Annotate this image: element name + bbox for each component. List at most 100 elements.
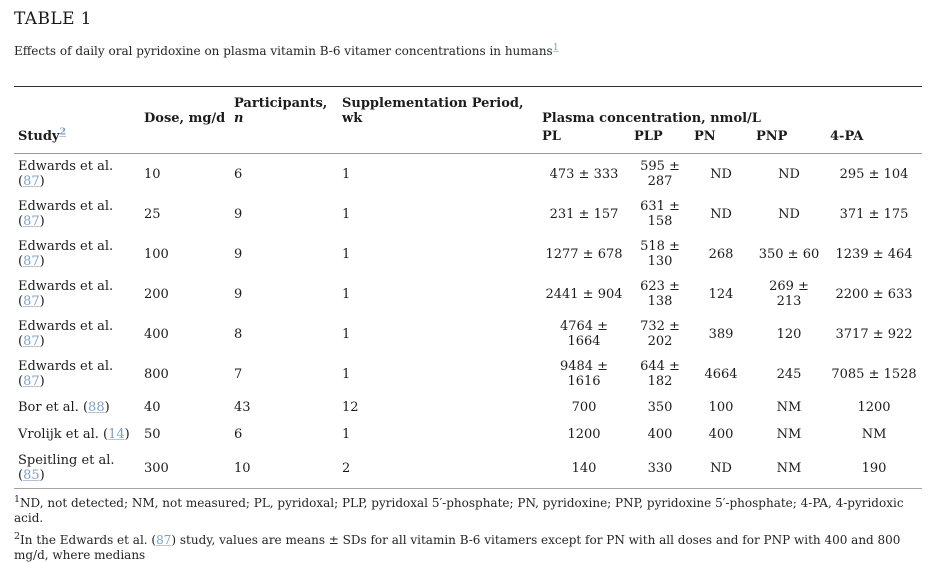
participants-cell: 6 <box>234 166 243 182</box>
pn-cell: 389 <box>708 326 734 342</box>
study-name: Edwards et al. <box>18 159 114 174</box>
study-cell: Bor et al. (88) <box>14 394 140 421</box>
study-cell: Edwards et al. (87) <box>14 154 140 195</box>
header-row-groups: Dose, mg/d Participants, n Supplementati… <box>14 87 922 128</box>
ref-open-paren: ( <box>78 400 89 415</box>
ref-close-paren: ) <box>39 174 45 189</box>
plp-cell: 350 <box>647 400 673 415</box>
reference-link[interactable]: 14 <box>108 427 125 442</box>
participants-cell: 8 <box>234 326 243 342</box>
study-footnote-link[interactable]: 2 <box>59 126 67 138</box>
plp-cell: 623 ± 138 <box>640 279 680 309</box>
pl-cell: 1277 ± 678 <box>545 246 623 262</box>
table-row: Edwards et al. (87) 100 9 1 1277 ± 678 5… <box>14 234 922 274</box>
reference-link[interactable]: 87 <box>23 294 40 309</box>
period-cell: 12 <box>342 400 359 415</box>
study-cell: Edwards et al. (87) <box>14 314 140 354</box>
plp-cell: 330 <box>647 460 673 476</box>
plp-cell: 732 ± 202 <box>640 319 680 349</box>
header-pnp: PNP <box>756 129 788 144</box>
footnote-2-reference-link[interactable]: 87 <box>156 533 172 547</box>
table-header: Dose, mg/d Participants, n Supplementati… <box>14 86 923 154</box>
table-row: Edwards et al. (87) 10 6 1 473 ± 333 595… <box>14 154 922 195</box>
pn-cell: 268 <box>708 246 734 262</box>
study-name: Speitling et al. <box>18 453 115 468</box>
ref-open-paren: ( <box>18 214 24 229</box>
pl-cell: 9484 ± 1616 <box>559 359 609 389</box>
reference-link[interactable]: 87 <box>23 174 40 189</box>
header-period-spacer <box>338 127 538 154</box>
ref-open-paren: ( <box>18 174 24 189</box>
pnp-cell: 269 ± 213 <box>769 279 809 309</box>
header-participants: Participants, n <box>234 96 328 126</box>
ref-open-paren: ( <box>18 294 24 309</box>
period-cell: 1 <box>342 166 351 182</box>
header-pn: PN <box>694 129 716 144</box>
pnp-cell: 350 ± 60 <box>758 246 820 262</box>
ref-open-paren: ( <box>18 254 24 269</box>
pnp-cell: ND <box>778 206 800 222</box>
4pa-cell: 3717 ± 922 <box>835 326 913 342</box>
reference-link[interactable]: 87 <box>23 214 40 229</box>
pn-cell: 100 <box>708 400 734 415</box>
pn-cell: 400 <box>708 427 734 442</box>
dose-cell: 25 <box>144 206 161 222</box>
pl-cell: 700 <box>571 400 597 415</box>
4pa-cell: 2200 ± 633 <box>835 286 913 302</box>
4pa-cell: 295 ± 104 <box>839 166 909 182</box>
study-cell: Speitling et al. (85) <box>14 448 140 489</box>
caption-footnote-link[interactable]: 1 <box>552 42 559 53</box>
footnote-2: 2In the Edwards et al. (87) study, value… <box>14 532 922 563</box>
period-cell: 1 <box>342 366 351 382</box>
pl-cell: 4764 ± 1664 <box>559 319 609 349</box>
header-4pa: 4-PA <box>830 129 864 144</box>
study-cell: Vrolijk et al. (14) <box>14 421 140 448</box>
header-period: Supplementation Period, wk <box>342 96 524 126</box>
header-plasma-group: Plasma concentration, nmol/L <box>542 111 761 126</box>
pl-cell: 473 ± 333 <box>549 166 619 182</box>
4pa-cell: NM <box>861 427 887 442</box>
participants-cell: 9 <box>234 206 243 222</box>
caption-text: Effects of daily oral pyridoxine on plas… <box>14 44 553 58</box>
header-dose-spacer <box>140 127 230 154</box>
4pa-cell: 190 <box>861 460 887 476</box>
participants-cell: 43 <box>234 400 251 415</box>
table-row: Edwards et al. (87) 200 9 1 2441 ± 904 6… <box>14 274 922 314</box>
header-participants-spacer <box>230 127 338 154</box>
dose-cell: 400 <box>144 326 169 342</box>
reference-link[interactable]: 87 <box>23 334 40 349</box>
table-row: Bor et al. (88) 40 43 12 700 350 100 NM … <box>14 394 922 421</box>
study-cell: Edwards et al. (87) <box>14 194 140 234</box>
reference-link[interactable]: 85 <box>23 468 40 483</box>
ref-close-paren: ) <box>39 254 45 269</box>
dose-cell: 200 <box>144 286 169 302</box>
4pa-cell: 1239 ± 464 <box>835 246 913 262</box>
dose-cell: 50 <box>144 427 161 442</box>
table-row: Edwards et al. (87) 800 7 1 9484 ± 1616 … <box>14 354 922 394</box>
footnote-1: 1ND, not detected; NM, not measured; PL,… <box>14 495 922 526</box>
pnp-cell: 120 <box>776 326 802 342</box>
pnp-cell: NM <box>776 460 802 476</box>
reference-link[interactable]: 87 <box>23 254 40 269</box>
participants-cell: 9 <box>234 246 243 262</box>
ref-close-paren: ) <box>39 294 45 309</box>
n-symbol: n <box>234 111 244 126</box>
period-cell: 1 <box>342 427 351 442</box>
pnp-cell: NM <box>776 427 802 442</box>
study-cell: Edwards et al. (87) <box>14 234 140 274</box>
header-row-columns: Study2 PL PLP PN PNP 4-PA <box>14 127 922 154</box>
dose-cell: 300 <box>144 460 169 476</box>
study-name: Edwards et al. <box>18 279 114 294</box>
pnp-cell: ND <box>778 166 800 182</box>
ref-open-paren: ( <box>18 374 24 389</box>
table-row: Edwards et al. (87) 25 9 1 231 ± 157 631… <box>14 194 922 234</box>
header-dose: Dose, mg/d <box>144 111 226 126</box>
participants-cell: 9 <box>234 286 243 302</box>
period-cell: 1 <box>342 286 351 302</box>
reference-link[interactable]: 87 <box>23 374 40 389</box>
pn-cell: ND <box>710 460 732 476</box>
study-cell: Edwards et al. (87) <box>14 274 140 314</box>
plp-cell: 400 <box>647 427 673 442</box>
pn-cell: ND <box>710 206 732 222</box>
reference-link[interactable]: 88 <box>88 400 105 415</box>
